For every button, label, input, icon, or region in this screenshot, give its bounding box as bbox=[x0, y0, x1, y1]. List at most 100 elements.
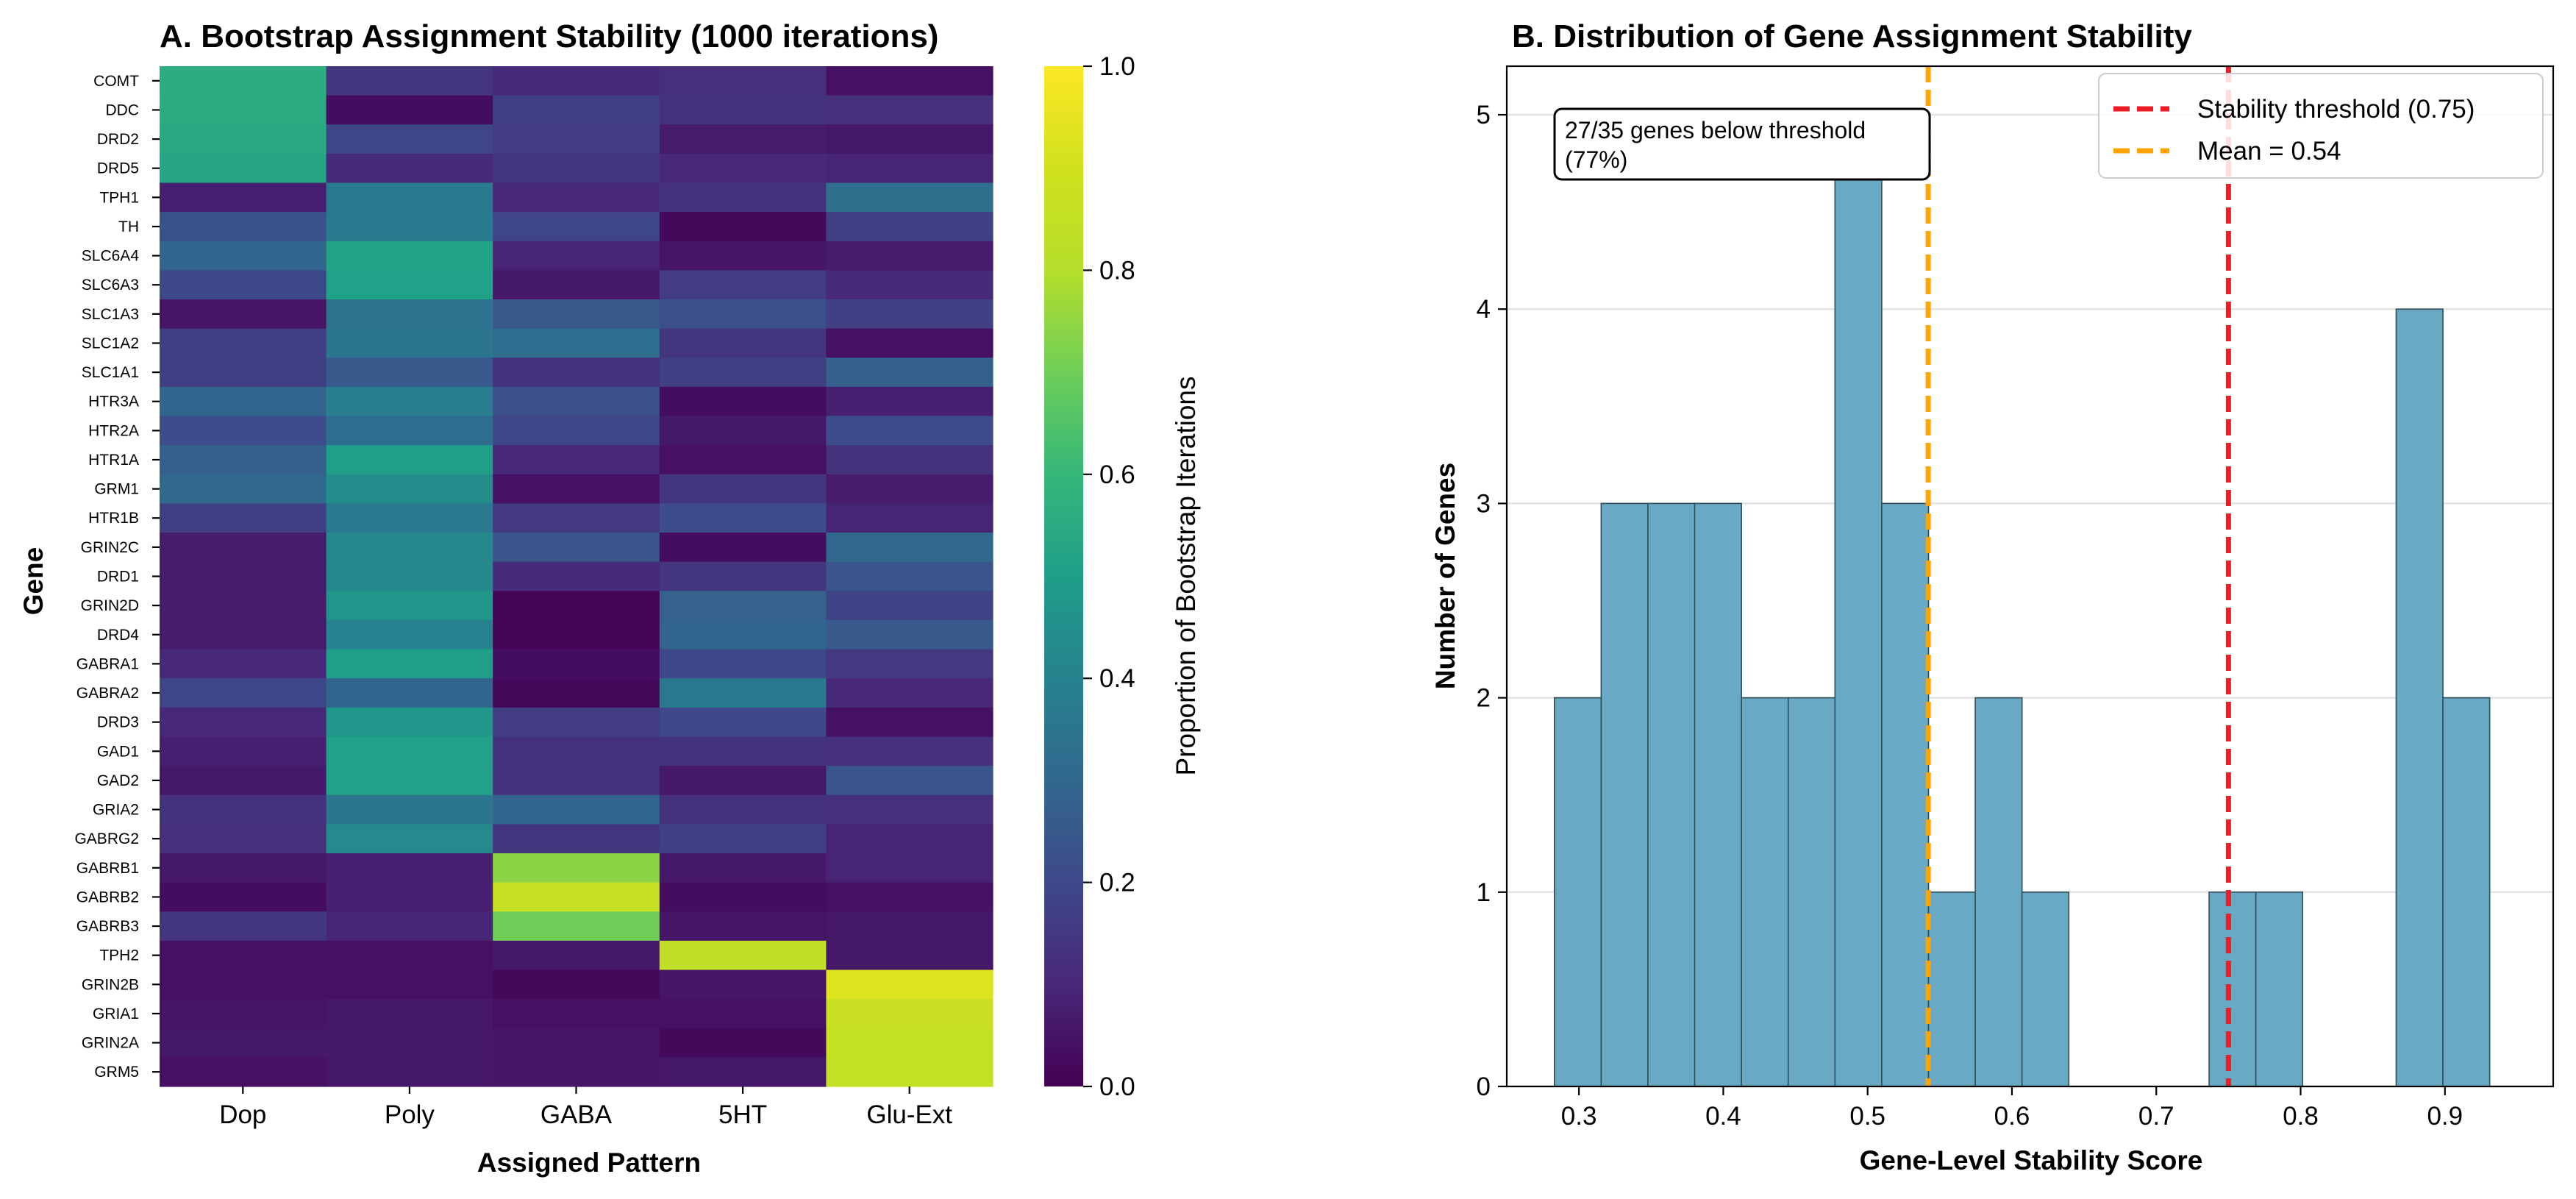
heatmap-cell-gad2-glu-ext bbox=[826, 766, 993, 796]
colorbar-tick-label: 1.0 bbox=[1099, 52, 1135, 81]
heatmap-cell-htr2a-glu-ext bbox=[826, 416, 993, 446]
heatmap-cell-tph2-dop bbox=[160, 940, 327, 971]
heatmap-cell-grin2d-poly bbox=[326, 591, 493, 621]
heatmap-cell-slc1a2-poly bbox=[326, 328, 493, 358]
heatmap-cell-grin2c-5ht bbox=[659, 533, 827, 563]
gene-label: SLC1A1 bbox=[82, 364, 139, 381]
heatmap-title: A. Bootstrap Assignment Stability (1000 … bbox=[160, 18, 938, 54]
heatmap-cell-grm1-dop bbox=[160, 474, 327, 505]
histogram-bar bbox=[1881, 502, 1930, 1087]
heatmap-cell-gabrb3-glu-ext bbox=[826, 911, 993, 942]
heatmap-cell-slc1a3-gaba bbox=[493, 299, 660, 330]
y-tick-label: 4 bbox=[1477, 295, 1491, 324]
heatmap-cell-slc6a4-poly bbox=[326, 241, 493, 271]
heatmap-cell-gad2-poly bbox=[326, 766, 493, 796]
heatmap-cell-gabrb1-poly bbox=[326, 853, 493, 883]
colorbar bbox=[1044, 66, 1083, 1086]
heatmap-cell-gabrb2-gaba bbox=[493, 882, 660, 912]
pattern-label: Poly bbox=[385, 1100, 435, 1129]
gene-label: DDC bbox=[106, 102, 140, 118]
heatmap-cell-slc1a2-glu-ext bbox=[826, 328, 993, 358]
heatmap-cell-gabrb3-gaba bbox=[493, 911, 660, 942]
heatmap-cell-drd2-5ht bbox=[659, 124, 827, 154]
gene-label: GRIN2B bbox=[82, 976, 139, 993]
heatmap-cell-htr1a-5ht bbox=[659, 445, 827, 475]
gene-label: GABRA2 bbox=[76, 685, 139, 702]
heatmap-cell-slc1a2-5ht bbox=[659, 328, 827, 358]
heatmap-cell-htr1a-gaba bbox=[493, 445, 660, 475]
heatmap-cell-drd2-glu-ext bbox=[826, 124, 993, 154]
heatmap-cell-slc6a4-5ht bbox=[659, 241, 827, 271]
heatmap-cell-gabrb3-5ht bbox=[659, 911, 827, 942]
heatmap-cells bbox=[160, 66, 993, 1087]
heatmap-cell-drd4-dop bbox=[160, 619, 327, 650]
heatmap-cell-drd1-poly bbox=[326, 561, 493, 591]
heatmap-cell-drd5-5ht bbox=[659, 153, 827, 184]
gene-label: GAD1 bbox=[97, 743, 139, 760]
histogram-bars bbox=[1553, 114, 2491, 1087]
colorbar-tick-label: 0.6 bbox=[1099, 460, 1135, 489]
heatmap-cell-gabrg2-dop bbox=[160, 824, 327, 854]
histogram-y-axis-label: Number of Genes bbox=[1430, 463, 1460, 689]
heatmap-cell-comt-glu-ext bbox=[826, 66, 993, 96]
gene-label: GABRA1 bbox=[76, 655, 139, 672]
heatmap-cell-th-glu-ext bbox=[826, 212, 993, 242]
y-tick-label: 0 bbox=[1477, 1072, 1491, 1101]
annotation-line-2: (77%) bbox=[1565, 146, 1627, 173]
heatmap-cell-gria1-5ht bbox=[659, 999, 827, 1029]
gene-label: GRIN2C bbox=[81, 539, 139, 556]
gene-label: GRM5 bbox=[94, 1064, 139, 1081]
heatmap-cell-comt-5ht bbox=[659, 66, 827, 96]
x-tick-label: 0.5 bbox=[1849, 1102, 1885, 1131]
heatmap-cell-grin2c-gaba bbox=[493, 533, 660, 563]
heatmap-cell-gabrg2-glu-ext bbox=[826, 824, 993, 854]
heatmap-cell-gad2-gaba bbox=[493, 766, 660, 796]
heatmap-cell-tph2-5ht bbox=[659, 940, 827, 971]
heatmap-cell-gria2-5ht bbox=[659, 794, 827, 825]
gene-label: GRIN2A bbox=[82, 1035, 139, 1052]
heatmap-cell-gabra2-glu-ext bbox=[826, 678, 993, 708]
heatmap-cell-drd1-glu-ext bbox=[826, 561, 993, 591]
heatmap-cell-drd3-dop bbox=[160, 707, 327, 738]
heatmap-cell-drd1-dop bbox=[160, 561, 327, 591]
gene-label: SLC1A3 bbox=[82, 306, 139, 323]
histogram-x-ticks: 0.3 0.4 0.5 0.6 0.7 0.8 0.9 bbox=[1561, 1086, 2463, 1131]
heatmap-cell-grin2d-glu-ext bbox=[826, 591, 993, 621]
heatmap-cell-slc1a3-poly bbox=[326, 299, 493, 330]
gene-label: GABRB2 bbox=[76, 889, 139, 906]
heatmap-cell-th-poly bbox=[326, 212, 493, 242]
histogram-frame bbox=[1505, 65, 2555, 1088]
heatmap-x-axis-label: Assigned Pattern bbox=[477, 1148, 701, 1178]
x-tick-label: 0.4 bbox=[1705, 1102, 1741, 1131]
gene-label: SLC6A3 bbox=[82, 277, 139, 293]
heatmap-cell-htr2a-5ht bbox=[659, 416, 827, 446]
heatmap-cell-slc1a1-poly bbox=[326, 357, 493, 388]
heatmap-cell-drd5-dop bbox=[160, 153, 327, 184]
pattern-label: GABA bbox=[540, 1100, 613, 1129]
heatmap-cell-grin2b-5ht bbox=[659, 969, 827, 1000]
gene-label: HTR3A bbox=[88, 394, 139, 410]
gene-label: GABRB3 bbox=[76, 918, 139, 935]
heatmap-cell-th-dop bbox=[160, 212, 327, 242]
heatmap-cell-drd3-gaba bbox=[493, 707, 660, 738]
histogram-bar bbox=[2442, 697, 2491, 1087]
heatmap-cell-slc1a3-dop bbox=[160, 299, 327, 330]
heatmap-cell-gabra2-dop bbox=[160, 678, 327, 708]
histogram-bar bbox=[1741, 697, 1789, 1087]
heatmap-cell-grm5-poly bbox=[326, 1057, 493, 1087]
gene-label: DRD3 bbox=[97, 714, 139, 731]
heatmap-cell-gabra1-dop bbox=[160, 649, 327, 679]
heatmap-cell-htr1b-5ht bbox=[659, 503, 827, 533]
gene-label: TPH2 bbox=[99, 947, 139, 964]
pattern-label: Glu-Ext bbox=[866, 1100, 952, 1129]
heatmap-cell-comt-gaba bbox=[493, 66, 660, 96]
heatmap-cell-slc6a4-glu-ext bbox=[826, 241, 993, 271]
heatmap-cell-comt-dop bbox=[160, 66, 327, 96]
heatmap-cell-gabrg2-5ht bbox=[659, 824, 827, 854]
legend-box bbox=[2098, 73, 2544, 179]
heatmap-cell-grm1-gaba bbox=[493, 474, 660, 505]
gene-label: DRD5 bbox=[97, 160, 139, 177]
heatmap-cell-th-5ht bbox=[659, 212, 827, 242]
heatmap-cell-drd4-poly bbox=[326, 619, 493, 650]
